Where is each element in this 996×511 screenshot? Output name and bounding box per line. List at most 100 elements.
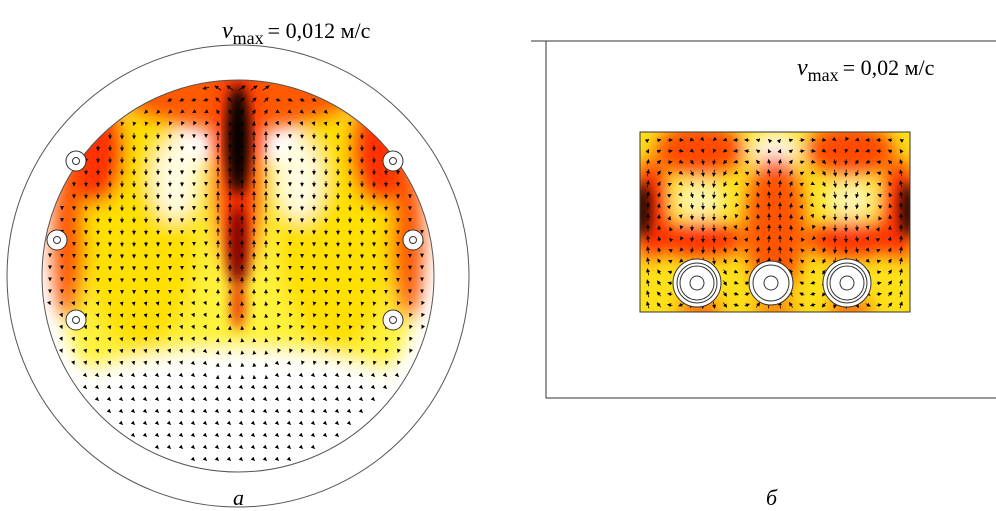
velocity-arrow (143, 301, 148, 306)
velocity-arrow (667, 259, 673, 264)
velocity-arrow (788, 180, 793, 187)
velocity-arrow (854, 247, 859, 254)
velocity-arrow (323, 121, 328, 126)
velocity-arrow (336, 301, 341, 306)
velocity-arrow (324, 325, 329, 330)
velocity-arrow (71, 301, 76, 306)
velocity-arrow (190, 444, 195, 449)
velocity-arrow (733, 247, 738, 252)
velocity-arrow (899, 139, 905, 143)
velocity-arrow (767, 180, 771, 188)
velocity-arrow (166, 432, 171, 437)
velocity-arrow (167, 324, 172, 330)
velocity-arrow (275, 109, 280, 114)
velocity-arrow (777, 148, 782, 154)
velocity-arrow (214, 384, 219, 389)
velocity-arrow (202, 420, 207, 425)
velocity-arrow (744, 292, 750, 297)
velocity-arrow (690, 236, 695, 243)
velocity-arrow (264, 301, 269, 307)
velocity-arrow (712, 136, 718, 142)
velocity-arrow (286, 396, 291, 401)
velocity-arrow (204, 109, 209, 114)
velocity-arrow (656, 181, 661, 187)
velocity-arrow (712, 301, 716, 309)
velocity-arrow (679, 247, 684, 252)
velocity-arrow (887, 258, 892, 264)
velocity-arrow (821, 203, 826, 209)
velocity-arrow (833, 246, 838, 254)
velocity-arrow (755, 138, 761, 143)
velocity-arrow (832, 191, 837, 199)
velocity-arrow (789, 268, 794, 275)
velocity-arrow (756, 181, 761, 187)
velocity-arrow (334, 396, 339, 401)
velocity-arrow (238, 444, 243, 449)
velocity-arrow (799, 204, 803, 209)
velocity-arrow (723, 181, 728, 187)
velocity-arrow (95, 325, 100, 330)
velocity-arrow (310, 408, 315, 413)
velocity-arrow (667, 292, 673, 297)
velocity-arrow (712, 148, 717, 154)
velocity-arrow (865, 170, 871, 175)
velocity-arrow (689, 137, 695, 142)
velocity-arrow (800, 248, 805, 253)
velocity-arrow (832, 148, 837, 154)
velocity-arrow (311, 121, 316, 126)
velocity-arrow (656, 203, 661, 209)
velocity-arrow (667, 270, 673, 275)
velocity-arrow (877, 270, 882, 275)
caption-a: а (233, 485, 244, 510)
velocity-arrow (733, 258, 738, 263)
velocity-arrow (887, 269, 892, 275)
velocity-arrow (274, 444, 279, 449)
velocity-arrow (799, 270, 805, 275)
velocity-arrow (289, 300, 293, 306)
velocity-arrow (118, 372, 123, 377)
velocity-arrow (669, 226, 673, 232)
velocity-arrow (118, 408, 123, 413)
velocity-arrow (799, 281, 805, 286)
velocity-arrow (131, 301, 136, 306)
velocity-arrow (202, 300, 207, 306)
velocity-arrow (887, 149, 893, 154)
velocity-arrow (744, 248, 749, 253)
velocity-arrow (143, 313, 148, 318)
velocity-arrow (107, 301, 112, 306)
velocity-arrow (311, 109, 316, 114)
velocity-arrow (656, 291, 662, 297)
velocity-arrow (214, 396, 219, 401)
velocity-arrow (867, 203, 871, 208)
velocity-arrow (300, 301, 305, 306)
velocity-arrow (94, 372, 99, 377)
velocity-arrow (310, 432, 315, 437)
velocity-arrow (778, 246, 783, 254)
velocity-arrow (646, 169, 650, 177)
velocity-arrow (799, 193, 804, 198)
velocity-arrow (289, 312, 293, 318)
velocity-arrow (130, 384, 135, 389)
velocity-arrow (876, 303, 882, 308)
velocity-arrow (812, 224, 816, 230)
velocity-arrow (700, 148, 705, 154)
velocity-arrow (142, 396, 147, 401)
velocity-arrow (360, 313, 365, 318)
velocity-arrow (118, 420, 123, 425)
velocity-arrow (190, 432, 195, 437)
velocity-arrow (142, 432, 147, 437)
velocity-arrow (154, 432, 159, 437)
velocity-arrow (733, 291, 739, 296)
velocity-arrow (799, 182, 804, 187)
velocity-arrow (239, 97, 245, 103)
velocity-arrow (766, 246, 771, 254)
velocity-arrow (119, 325, 124, 330)
heater-tube (748, 260, 794, 306)
velocity-arrow (298, 420, 303, 425)
velocity-arrow (690, 247, 695, 254)
velocity-arrow (203, 97, 209, 102)
velocity-arrow (777, 158, 782, 165)
velocity-arrow (822, 269, 827, 275)
inner-boundary-circle (41, 79, 435, 473)
velocity-arrow (767, 138, 773, 144)
